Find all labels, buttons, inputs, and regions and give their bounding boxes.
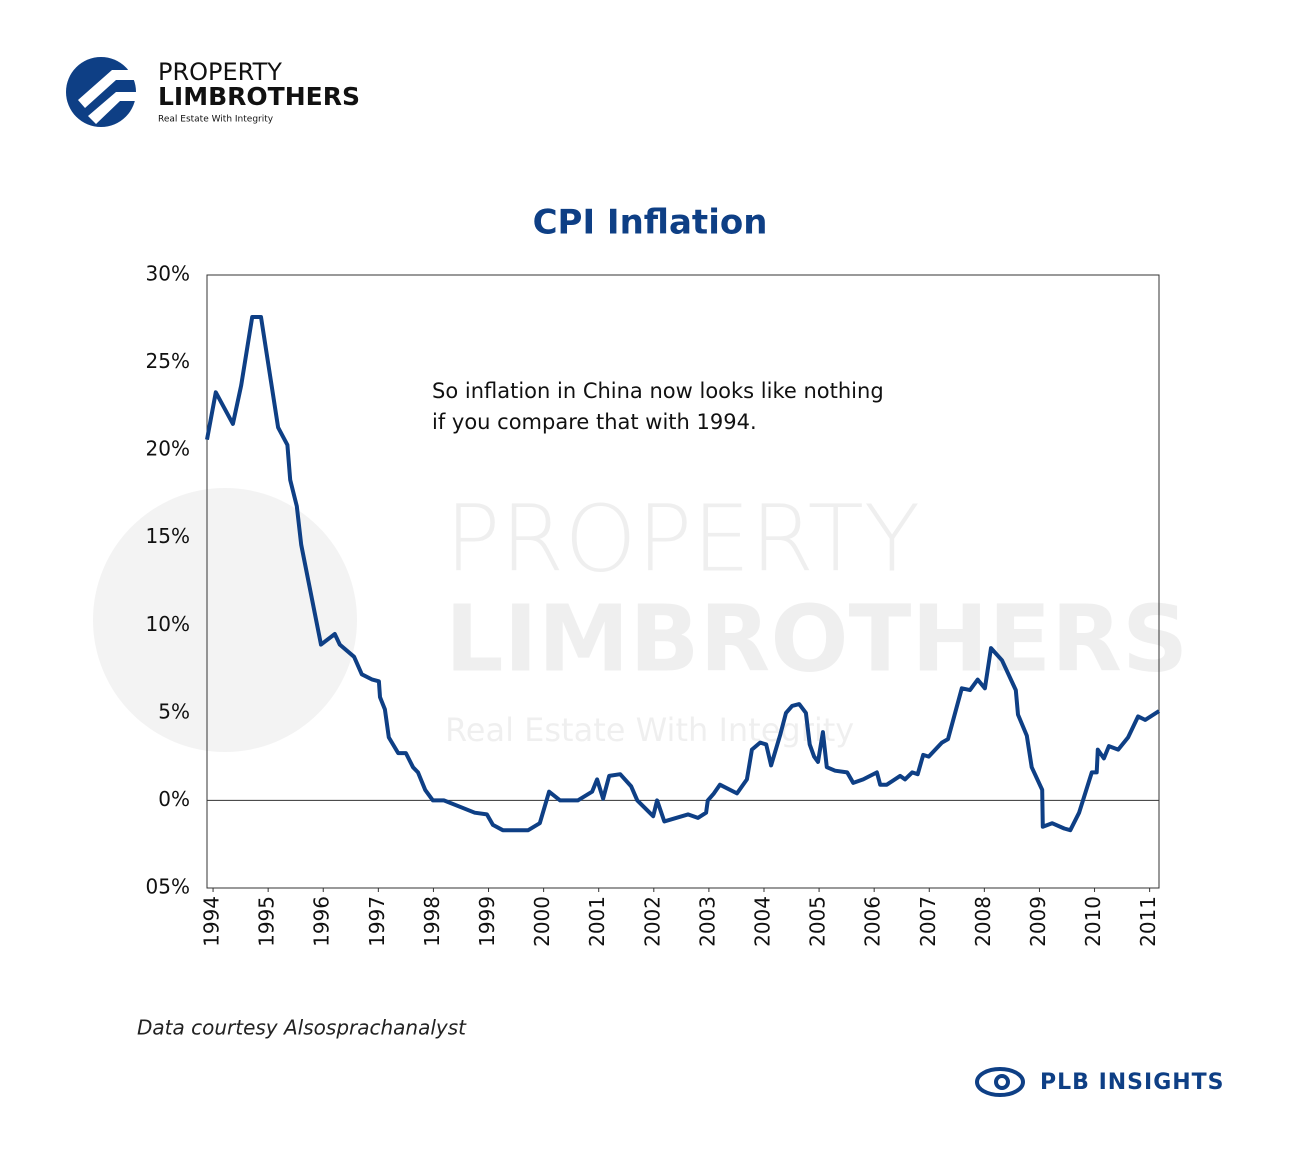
x-tick-label: 2004 <box>750 896 774 947</box>
x-tick-label: 1997 <box>365 896 389 947</box>
logo: PROPERTY LIMBROTHERS Real Estate With In… <box>66 57 360 127</box>
y-tick-label: 5% <box>158 699 190 723</box>
x-tick-label: 2001 <box>585 896 609 947</box>
brand-tagline: Real Estate With Integrity <box>158 115 274 125</box>
brand-name: PROPERTY <box>158 58 282 86</box>
x-tick-label: 2009 <box>1026 896 1050 947</box>
y-tick-label: 20% <box>146 437 190 461</box>
x-tick-label: 2003 <box>695 896 719 947</box>
y-tick-label: 0% <box>158 787 190 811</box>
x-tick-label: 2011 <box>1136 896 1160 947</box>
y-tick-label: 25% <box>146 349 190 373</box>
watermark-logo <box>93 488 357 752</box>
badge-text: PLB INSIGHTS <box>1040 1070 1225 1095</box>
badge: PLB INSIGHTS <box>975 1067 1225 1097</box>
y-tick-label: 15% <box>146 524 190 548</box>
watermark-text: Real Estate With Integrity <box>445 711 854 749</box>
logo-chevron <box>78 70 140 108</box>
badge-eye <box>975 1067 1025 1097</box>
x-tick-label: 2007 <box>916 896 940 947</box>
watermark-text: LIMBROTHERS <box>445 585 1188 692</box>
x-tick-label: 2000 <box>530 896 554 947</box>
annotation: if you compare that with 1994. <box>432 410 757 434</box>
x-tick-label: 1995 <box>255 896 279 947</box>
x-tick-label: 1998 <box>420 896 444 947</box>
x-tick-label: 2010 <box>1081 896 1105 947</box>
chart-title: CPI Inflation <box>533 203 768 243</box>
plot-frame <box>206 274 1160 889</box>
x-tick-label: 2008 <box>971 896 995 947</box>
x-tick-label: 1994 <box>200 896 224 947</box>
watermark-text: PROPERTY <box>445 486 920 593</box>
source-note: Data courtesy Alsosprachanalyst <box>137 1016 467 1040</box>
x-tick-label: 2006 <box>861 896 885 947</box>
brand-name: LIMBROTHERS <box>158 82 360 111</box>
y-tick-label: 10% <box>146 612 190 636</box>
badge-pupil <box>994 1074 1010 1090</box>
y-tick-label: 05% <box>146 875 190 899</box>
logo-chevron <box>88 92 140 124</box>
annotation: So inflation in China now looks like not… <box>432 379 884 403</box>
x-tick-label: 1999 <box>475 896 499 947</box>
y-tick-label: 30% <box>146 262 190 286</box>
x-tick-label: 2005 <box>806 896 830 947</box>
watermark: PROPERTY LIMBROTHERS Real Estate With In… <box>93 486 1188 752</box>
x-tick-label: 1996 <box>310 896 334 947</box>
x-tick-label: 2002 <box>640 896 664 947</box>
cpi-line <box>205 315 1161 833</box>
